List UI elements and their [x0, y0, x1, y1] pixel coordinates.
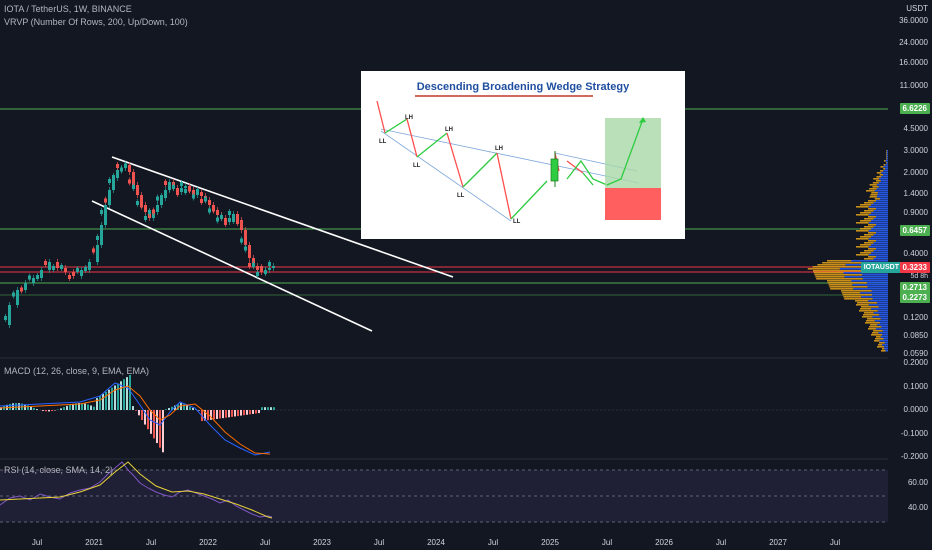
time-tick: Jul — [829, 538, 841, 547]
price-tick: 3.0000 — [903, 146, 928, 155]
price-tick: 0.0590 — [903, 349, 928, 358]
strategy-inset-image: Descending Broadening Wedge Strategy LH … — [361, 71, 685, 239]
macd-pane — [0, 375, 888, 456]
level-tag-0-2273: 0.2273 — [899, 292, 930, 303]
wedge-upper-trendline[interactable] — [111, 156, 454, 278]
price-tick: 16.0000 — [899, 58, 928, 67]
time-tick: Jul — [259, 538, 271, 547]
time-tick: Jul — [373, 538, 385, 547]
price-tick: 2.0000 — [903, 168, 928, 177]
rsi-pane — [0, 461, 888, 523]
inset-label-lh-1: LH — [405, 115, 413, 121]
time-tick: Jul — [601, 538, 613, 547]
level-tag-6-6226: 6.6226 — [899, 103, 930, 114]
time-tick: Jul — [487, 538, 499, 547]
rsi-ma-line — [0, 461, 273, 519]
inset-label-lh-3: LH — [495, 146, 503, 152]
inset-title: Descending Broadening Wedge Strategy — [416, 81, 630, 93]
vrvp-indicator-label[interactable]: VRVP (Number Of Rows, 200, Up/Down, 100) — [4, 17, 188, 27]
chart-symbol-title[interactable]: IOTA / TetherUS, 1W, BINANCE — [4, 4, 132, 14]
rsi-indicator-label[interactable]: RSI (14, close, SMA, 14, 2) — [4, 465, 114, 475]
macd-tick: 0.2000 — [903, 358, 928, 367]
inset-label-ll-1: LL — [379, 139, 387, 145]
inset-label-ll-4: LL — [513, 219, 521, 225]
price-tick: 11.0000 — [899, 81, 928, 90]
main-price-chart[interactable] — [0, 0, 888, 550]
time-tick: 2021 — [85, 538, 103, 547]
volume-profile — [807, 150, 888, 352]
inset-label-ll-3: LL — [457, 193, 465, 199]
inset-label-ll-2: LL — [413, 163, 421, 169]
wedge-lower-trendline[interactable] — [91, 200, 373, 332]
price-tick: 0.4000 — [903, 249, 928, 258]
last-price-tag: 0.3233 — [899, 262, 930, 273]
macd-indicator-label[interactable]: MACD (12, 26, close, 9, EMA, EMA) — [4, 366, 150, 376]
inset-diagram: LH LH LH LL LL LL LL — [376, 95, 661, 225]
price-tick: 4.5000 — [903, 124, 928, 133]
time-tick: Jul — [715, 538, 727, 547]
time-tick: 2027 — [769, 538, 787, 547]
price-tick: 1.4000 — [903, 189, 928, 198]
time-tick: 2022 — [199, 538, 217, 547]
macd-tick: -0.2000 — [900, 452, 928, 461]
price-tick: 24.0000 — [899, 38, 928, 47]
price-tick: 0.1200 — [903, 313, 928, 322]
price-tick: 0.9000 — [903, 208, 928, 217]
level-tag-0-6457: 0.6457 — [899, 225, 930, 236]
level-tag-0-2713: 0.2713 — [899, 282, 930, 293]
time-tick: Jul — [31, 538, 43, 547]
time-tick: Jul — [145, 538, 157, 547]
macd-tick: -0.1000 — [900, 429, 928, 438]
time-tick: 2023 — [313, 538, 331, 547]
candlestick-series — [4, 161, 275, 328]
macd-tick: 0.0000 — [903, 405, 928, 414]
time-tick: 2026 — [655, 538, 673, 547]
rsi-tick: 60.00 — [907, 478, 928, 487]
inset-label-lh-2: LH — [445, 127, 453, 133]
rsi-tick: 40.00 — [907, 503, 928, 512]
price-tick: 0.0850 — [903, 331, 928, 340]
bar-countdown: 5d 8h — [910, 273, 928, 280]
symbol-tag: IOTAUSDT — [860, 262, 902, 273]
price-axis[interactable]: USDT 36.0000 24.0000 16.0000 11.0000 6.6… — [860, 0, 932, 550]
macd-tick: 0.1000 — [903, 382, 928, 391]
price-tick: 36.0000 — [899, 16, 928, 25]
time-tick: 2025 — [541, 538, 559, 547]
axis-currency-label: USDT — [906, 4, 928, 13]
time-tick: 2024 — [427, 538, 445, 547]
